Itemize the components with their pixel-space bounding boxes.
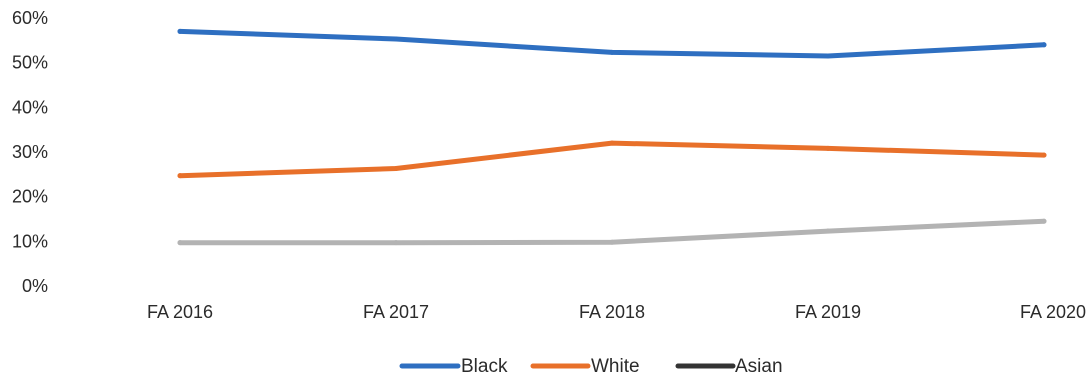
legend-item-asian: Asian — [675, 356, 783, 376]
x-tick-label: FA 2020 — [1020, 302, 1086, 322]
series-line-white — [177, 140, 1047, 179]
x-tick-label: FA 2019 — [795, 302, 861, 322]
data-point-asian — [825, 228, 831, 234]
data-point-asian — [177, 240, 183, 246]
data-point-white — [609, 140, 615, 146]
legend: Black White Asian — [399, 356, 783, 376]
data-point-asian — [609, 239, 615, 245]
legend-label: White — [591, 356, 640, 376]
y-axis-tick-labels: 0% 10% 20% 30% 40% 50% 60% — [12, 8, 48, 296]
data-point-white — [1041, 152, 1047, 158]
data-point-black — [825, 53, 831, 59]
x-tick-label: FA 2018 — [579, 302, 645, 322]
series-lines — [177, 28, 1047, 246]
y-tick-label: 30% — [12, 142, 48, 162]
y-tick-label: 0% — [22, 276, 48, 296]
y-tick-label: 40% — [12, 97, 48, 117]
x-tick-label: FA 2017 — [363, 302, 429, 322]
y-tick-label: 60% — [12, 8, 48, 28]
legend-label: Asian — [735, 356, 783, 376]
data-point-white — [393, 166, 399, 172]
y-tick-label: 50% — [12, 53, 48, 73]
data-point-black — [1041, 42, 1047, 48]
series-line-asian — [177, 218, 1047, 246]
data-point-asian — [1041, 218, 1047, 224]
data-point-asian — [393, 240, 399, 246]
x-tick-label: FA 2016 — [147, 302, 213, 322]
data-point-white — [825, 145, 831, 151]
data-point-black — [393, 36, 399, 42]
legend-item-white: White — [530, 356, 640, 376]
data-point-black — [177, 28, 183, 34]
y-tick-label: 10% — [12, 231, 48, 251]
data-point-white — [177, 173, 183, 179]
legend-item-black: Black — [399, 356, 508, 376]
y-tick-label: 20% — [12, 187, 48, 207]
x-axis-tick-labels: FA 2016 FA 2017 FA 2018 FA 2019 FA 2020 — [147, 302, 1086, 322]
data-point-black — [609, 49, 615, 55]
legend-label: Black — [461, 356, 508, 376]
